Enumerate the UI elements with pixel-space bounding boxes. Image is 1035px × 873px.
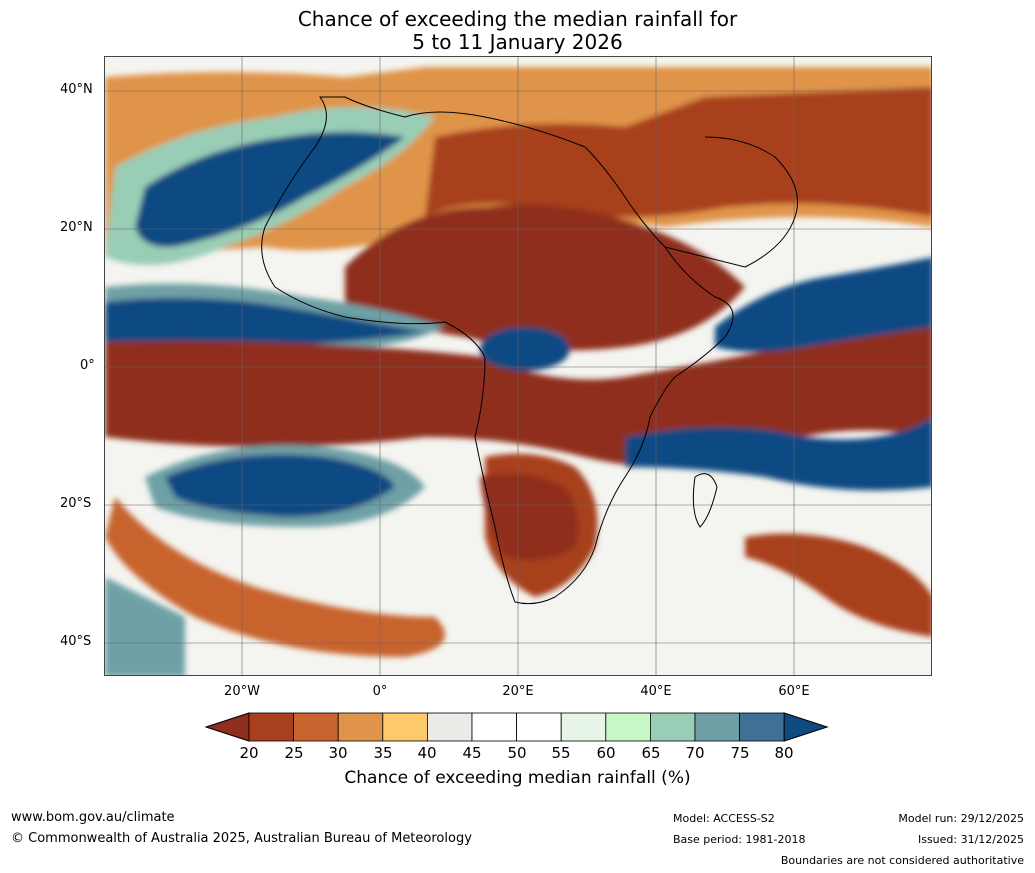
rainfall-map-canvas [105,57,931,675]
title-line-1: Chance of exceeding the median rainfall … [297,7,738,31]
footer-issued: Issued: 31/12/2025 [917,833,1024,846]
colorbar-cell [471,712,517,742]
colorbar-cell [293,712,339,742]
lon-label-20e: 20°E [502,684,534,699]
lat-label-20n: 20°N [60,220,93,235]
lon-label-20w: 20°W [224,684,260,699]
lon-label-40e: 40°E [640,684,672,699]
colorbar-cell [605,712,651,742]
colorbar-cell [649,712,696,742]
colorbar-tick-75: 75 [730,744,750,762]
lat-label-40n: 40°N [60,82,93,97]
colorbar-cell [248,712,294,742]
lat-label-40s: 40°S [60,634,92,649]
lon-label-0: 0° [372,684,388,699]
colorbar-tick-50: 50 [507,744,527,762]
footer-copyright: © Commonwealth of Australia 2025, Austra… [11,831,472,846]
title-line-2: 5 to 11 January 2026 [412,30,623,54]
colorbar-cell [426,712,473,742]
colorbar-tick-80: 80 [774,744,794,762]
footer-model-run: Model run: 29/12/2025 [898,812,1024,825]
footer-base-period: Base period: 1981-2018 [673,833,806,846]
colorbar-extend-low [205,712,250,742]
rainfall-map [104,56,932,676]
colorbar-tick-20: 20 [239,744,259,762]
colorbar-tick-40: 40 [417,744,437,762]
footer-model: Model: ACCESS-S2 [673,812,775,825]
colorbar-tick-25: 25 [284,744,304,762]
colorbar-cell [337,712,384,742]
colorbar-tick-70: 70 [685,744,705,762]
colorbar-tick-30: 30 [328,744,348,762]
colorbar-tick-55: 55 [551,744,571,762]
colorbar-cell [382,712,428,742]
colorbar-title: Chance of exceeding median rainfall (%) [344,768,691,788]
colorbar-tick-65: 65 [641,744,661,762]
map-title: Chance of exceeding the median rainfall … [0,8,1035,54]
footer-boundaries-note: Boundaries are not considered authoritat… [780,854,1024,867]
colorbar-cell [516,712,562,742]
lat-label-equator: 0° [80,358,95,373]
colorbar [205,712,829,742]
colorbar-cell [739,712,785,742]
colorbar-tick-60: 60 [596,744,616,762]
colorbar-extend-high [783,712,829,742]
colorbar-cell [560,712,607,742]
lat-label-20s: 20°S [60,496,92,511]
colorbar-tick-45: 45 [462,744,482,762]
colorbar-cell [694,712,740,742]
footer-website[interactable]: www.bom.gov.au/climate [11,810,175,825]
lon-label-60e: 60°E [778,684,810,699]
colorbar-tick-35: 35 [373,744,393,762]
